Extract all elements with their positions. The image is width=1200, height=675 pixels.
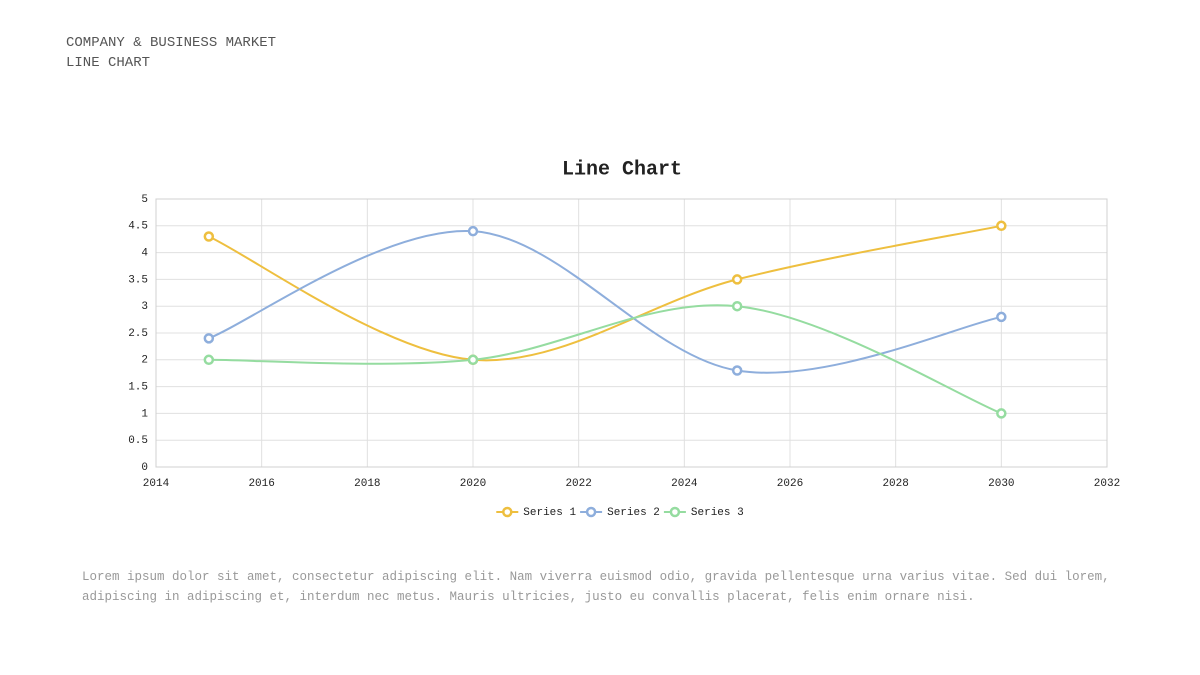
data-point: [996, 408, 1007, 419]
y-tick-label: 0.5: [128, 435, 148, 447]
legend-swatch: [502, 506, 513, 518]
x-tick-label: 2032: [1094, 478, 1120, 490]
y-tick-label: 1: [141, 408, 148, 420]
y-tick-label: 2: [141, 355, 148, 367]
y-tick-label: 4.5: [128, 221, 148, 233]
legend-label: Series 3: [691, 507, 744, 519]
legend-swatch: [669, 506, 681, 518]
data-point: [203, 354, 215, 366]
data-point: [467, 225, 479, 237]
series-line: [208, 224, 1002, 362]
data-point: [996, 220, 1007, 232]
data-point: [203, 231, 215, 242]
x-tick-label: 2022: [565, 478, 591, 490]
data-point: [731, 365, 743, 376]
legend-swatch: [585, 506, 597, 518]
y-tick-label: 3: [141, 301, 148, 313]
x-tick-label: 2016: [248, 478, 274, 490]
legend-label: Series 1: [523, 507, 576, 519]
series-line: [208, 304, 1002, 415]
x-tick-label: 2020: [460, 478, 486, 490]
plot-border: [155, 198, 1108, 468]
data-point: [467, 354, 479, 366]
data-point: [996, 311, 1007, 323]
data-point: [731, 274, 743, 285]
x-tick-label: 2014: [143, 478, 170, 490]
x-tick-label: 2030: [988, 478, 1014, 490]
header-line: LINE CHART: [66, 55, 151, 71]
body-text: Lorem ipsum dolor sit amet, consectetur …: [82, 570, 1110, 604]
y-tick-label: 0: [141, 462, 148, 474]
legend-label: Series 2: [607, 507, 660, 519]
data-point: [731, 300, 743, 312]
x-tick-label: 2024: [671, 478, 698, 490]
y-tick-label: 2.5: [128, 328, 148, 340]
x-tick-label: 2026: [777, 478, 803, 490]
y-tick-label: 5: [141, 194, 148, 206]
y-tick-label: 4: [141, 248, 148, 260]
chart: Line Chart 0 0.5 1 1.5 2 2.5 3 3.5 4 4.5 5 2014 2016…: [128, 158, 1120, 519]
x-tick-label: 2018: [354, 478, 380, 490]
x-tick-label: 2028: [882, 478, 908, 490]
y-tick-label: 1.5: [128, 382, 148, 394]
series-line: [208, 230, 1002, 374]
header-line: COMPANY & BUSINESS MARKET: [66, 35, 277, 51]
data-point: [203, 333, 215, 344]
chart-title: Line Chart: [562, 158, 682, 181]
y-tick-label: 3.5: [128, 274, 148, 286]
